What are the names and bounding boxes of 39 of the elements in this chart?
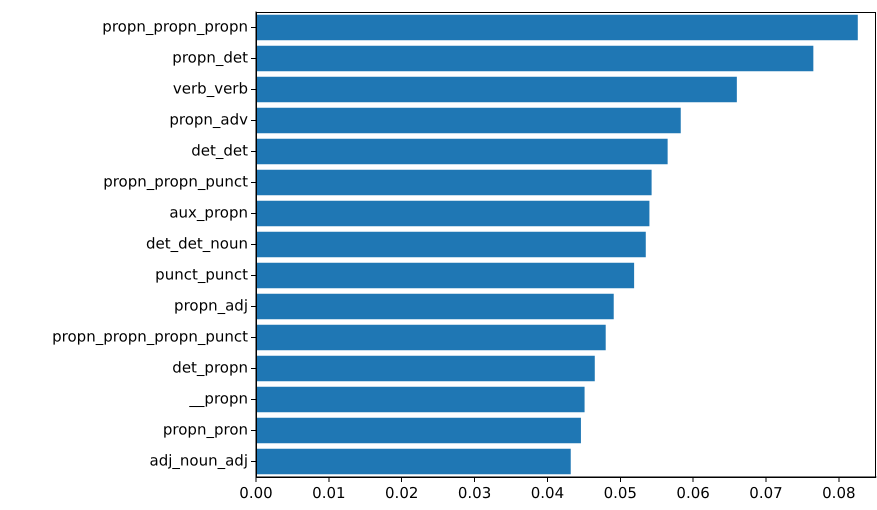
bar <box>256 108 681 134</box>
bar <box>256 138 668 164</box>
bar <box>256 170 652 196</box>
bar <box>256 200 650 226</box>
y-tick-label: propn_propn_propn_punct <box>52 327 248 346</box>
bar <box>256 356 595 382</box>
bar <box>256 386 585 412</box>
y-tick-label: propn_det <box>172 48 248 66</box>
bar <box>256 76 737 102</box>
y-tick-label: propn_adv <box>169 110 248 128</box>
y-tick-label: punct_punct <box>155 265 248 284</box>
x-tick-label: 0.06 <box>676 484 710 502</box>
x-tick-label: 0.07 <box>749 484 783 502</box>
y-tick-label: verb_verb <box>172 79 248 98</box>
y-tick-label: aux_propn <box>169 203 248 222</box>
y-tick-label: adj_noun_adj <box>150 451 248 470</box>
x-tick-label: 0.01 <box>312 484 346 502</box>
bar <box>256 324 606 350</box>
y-tick-label: det_det <box>191 141 248 160</box>
x-tick-label: 0.02 <box>385 484 418 502</box>
y-tick-label: det_propn <box>172 358 248 376</box>
x-tick-label: 0.03 <box>458 484 492 502</box>
bar <box>256 232 646 258</box>
bar <box>256 448 571 474</box>
y-tick-label: propn_propn_propn <box>102 17 248 36</box>
y-tick-label: __propn <box>188 389 248 408</box>
x-tick-label: 0.04 <box>530 484 564 502</box>
bar <box>256 262 634 288</box>
y-tick-label: propn_propn_punct <box>103 172 248 190</box>
y-tick-label: propn_adj <box>174 296 248 314</box>
x-tick-label: 0.08 <box>822 484 856 502</box>
bar <box>256 46 814 72</box>
bar <box>256 294 614 320</box>
x-tick-label: 0.05 <box>604 484 637 502</box>
y-tick-label: propn_pron <box>162 420 248 438</box>
x-tick-label: 0.00 <box>239 484 273 502</box>
y-tick-label: det_det_noun <box>146 234 248 252</box>
bar <box>256 418 581 444</box>
bar <box>256 14 858 40</box>
